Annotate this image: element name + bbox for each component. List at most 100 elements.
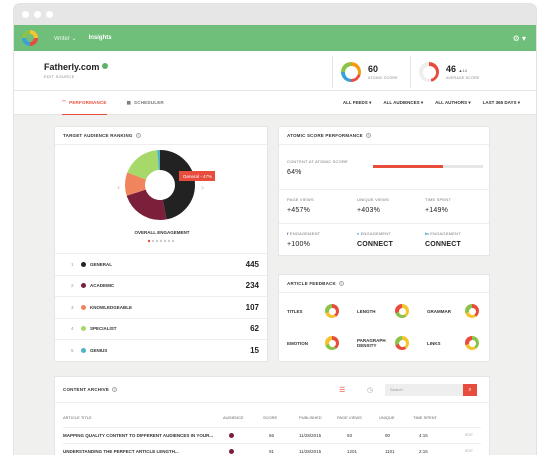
- close-dot[interactable]: [22, 11, 29, 18]
- score-cell: 66: [269, 433, 275, 438]
- atomic-score-label: ATOMIC SCORE: [368, 76, 398, 80]
- facebook-engagement: f ENGAGEMENT +100%: [287, 231, 321, 248]
- rank-number: 4: [71, 326, 74, 332]
- help-icon[interactable]: ?: [135, 133, 141, 138]
- column-header[interactable]: AUDIENCE: [223, 415, 244, 420]
- linkedin-icon: in: [425, 231, 429, 236]
- help-icon[interactable]: ?: [338, 281, 344, 286]
- feedback-item[interactable]: LINKS: [427, 331, 491, 355]
- average-score-delta: ▲14: [458, 68, 467, 73]
- audience-row[interactable]: 1 GENERAL 445: [55, 253, 267, 275]
- column-header[interactable]: SCORE: [263, 415, 278, 420]
- slice-tooltip: [179, 171, 215, 181]
- rank-number: 3: [71, 304, 74, 310]
- page-views-cell: 1201: [347, 449, 358, 454]
- gear-icon[interactable]: ⚙ ▾: [512, 33, 526, 43]
- atomic-score-ring-icon: [341, 62, 361, 82]
- feedback-item[interactable]: GRAMMAR: [427, 299, 491, 323]
- column-header[interactable]: PUBLISHED: [299, 415, 322, 420]
- help-icon[interactable]: ?: [365, 133, 371, 138]
- donut-slice-genius[interactable]: [125, 150, 195, 220]
- average-score-label: AVERAGE SCORE: [446, 76, 480, 80]
- filter-bar: ALL FEEDS ▾ ALL AUDIENCES ▾ ALL AUTHORS …: [343, 91, 520, 115]
- twitter-connect-button[interactable]: CONNECT: [357, 241, 394, 248]
- verified-icon: [102, 63, 109, 69]
- list-view-icon[interactable]: ☰: [339, 387, 346, 394]
- time-spent-metric: TIME SPENT +149%: [425, 197, 452, 214]
- edit-source-link[interactable]: EDIT SOURCE: [44, 74, 75, 79]
- atomic-score-card: ATOMIC SCORE PERFORMANCE? CONTENT AT ATO…: [278, 126, 490, 256]
- page-header: Fatherly.com EDIT SOURCE: [14, 51, 536, 91]
- unique-views-metric: UNIQUE VIEWS +403%: [357, 197, 389, 214]
- minimize-dot[interactable]: [34, 11, 41, 18]
- archive-header-row: ARTICLE TITLE AUDIENCE SCORE PUBLISHED PAGE …: [63, 415, 481, 425]
- feedback-label: TITLES: [287, 308, 303, 314]
- rank-number: 5: [71, 347, 74, 353]
- audience-row[interactable]: 2 ACADEMIC 234: [55, 274, 267, 297]
- tab-scheduler[interactable]: ▦ SCHEDULER: [126, 99, 164, 106]
- donut-slice-academic[interactable]: [125, 150, 195, 220]
- article-title[interactable]: UNDERSTANDING THE PERFECT ARTICLE LENGTH…: [63, 449, 179, 454]
- feedback-label: LINKS: [427, 340, 441, 346]
- rank-number: 1: [71, 261, 74, 267]
- feedback-item[interactable]: PARAGRAPH DENSITY: [357, 331, 421, 355]
- slice-tooltip-text: General - 47%: [183, 174, 212, 179]
- tab-performance[interactable]: ◠ PERFORMANCE: [62, 91, 107, 115]
- column-header[interactable]: PAGE VIEWS: [337, 415, 362, 420]
- feedback-ring-icon: [465, 304, 479, 318]
- table-row[interactable]: UNDERSTANDING THE PERFECT ARTICLE LENGTH…: [63, 443, 481, 455]
- calendar-icon: ▦: [126, 99, 132, 105]
- toolbar: ◠ PERFORMANCE ▦ SCHEDULER ALL FEEDS ▾ ALL …: [14, 91, 536, 115]
- help-icon[interactable]: ?: [112, 387, 118, 392]
- audience-row[interactable]: 3 KNOWLEDGEABLE 107: [55, 296, 267, 318]
- audience-row[interactable]: 5 GENIUS 15: [55, 339, 267, 361]
- maximize-dot[interactable]: [46, 11, 53, 18]
- audience-label: KNOWLEDGEABLE: [90, 304, 132, 310]
- feedback-label: PARAGRAPH DENSITY: [357, 338, 386, 348]
- filter-feeds[interactable]: ALL FEEDS ▾: [342, 100, 372, 105]
- audience-dot: [229, 433, 234, 438]
- audience-ranking-card: TARGET AUDIENCE RANKING? ‹ › General - 4…: [54, 126, 268, 362]
- content-score-bar-fill: [373, 165, 444, 168]
- window-chrome: [14, 4, 536, 25]
- time-spent-cell: 4:15: [419, 433, 428, 438]
- filter-audiences[interactable]: ALL AUDIENCES ▾: [383, 100, 424, 105]
- column-header[interactable]: TIME SPENT: [413, 415, 438, 420]
- audience-color-dot: [81, 261, 86, 267]
- table-row[interactable]: MAPPING QUALITY CONTENT TO DIFFERENT AUD…: [63, 427, 481, 443]
- content-at-score: CONTENT AT ATOMIC SCORE 64%: [287, 159, 348, 176]
- feedback-ring-icon: [325, 304, 339, 318]
- column-header[interactable]: UNIQUE: [379, 415, 395, 420]
- donut-slice-knowledgeable[interactable]: [125, 150, 195, 220]
- feedback-item[interactable]: EMOTION: [287, 331, 351, 355]
- twitter-engagement: ♦ ENGAGEMENT CONNECT: [357, 231, 394, 248]
- chevron-left-icon[interactable]: ‹: [117, 183, 120, 192]
- filter-authors[interactable]: ALL AUTHORS ▾: [435, 100, 471, 105]
- feedback-item[interactable]: TITLES: [287, 299, 351, 323]
- feedback-item[interactable]: LENGTH: [357, 299, 421, 323]
- search-input[interactable]: Search: [385, 384, 465, 396]
- nav-writer[interactable]: Writer ⌄: [54, 35, 77, 42]
- chart-caption: OVERALL ENGAGEMENT: [135, 230, 190, 235]
- logo-icon[interactable]: [22, 30, 38, 46]
- feedback-label: LENGTH: [357, 308, 376, 314]
- carousel-dots[interactable]: [147, 239, 175, 243]
- article-feedback-card: ARTICLE FEEDBACK? TITLES LENGTH GRAMMAR …: [278, 274, 490, 362]
- nav-insights[interactable]: Insights: [88, 35, 112, 41]
- column-header[interactable]: ARTICLE TITLE: [63, 415, 92, 420]
- rank-number: 2: [71, 283, 74, 289]
- edit-button[interactable]: EDIT: [465, 449, 473, 453]
- search-icon[interactable]: ⌕: [463, 384, 477, 396]
- chevron-right-icon[interactable]: ›: [201, 183, 204, 192]
- filter-period[interactable]: LAST 365 DAYS ▾: [482, 100, 520, 105]
- article-title[interactable]: MAPPING QUALITY CONTENT TO DIFFERENT AUD…: [63, 433, 214, 438]
- audience-row[interactable]: 4 SPECIALIST 62: [55, 317, 267, 340]
- audience-color-dot: [81, 347, 86, 353]
- clock-icon[interactable]: ◷: [367, 387, 374, 394]
- audience-list: 1 GENERAL 445 2 ACADEMIC 234 3 KNOWLEDGEAB…: [55, 253, 267, 361]
- edit-button[interactable]: EDIT: [465, 433, 473, 437]
- audience-value: 15: [250, 345, 259, 355]
- audience-value: 62: [250, 324, 259, 334]
- feedback-ring-icon: [325, 336, 339, 350]
- linkedin-connect-button[interactable]: CONNECT: [425, 241, 462, 248]
